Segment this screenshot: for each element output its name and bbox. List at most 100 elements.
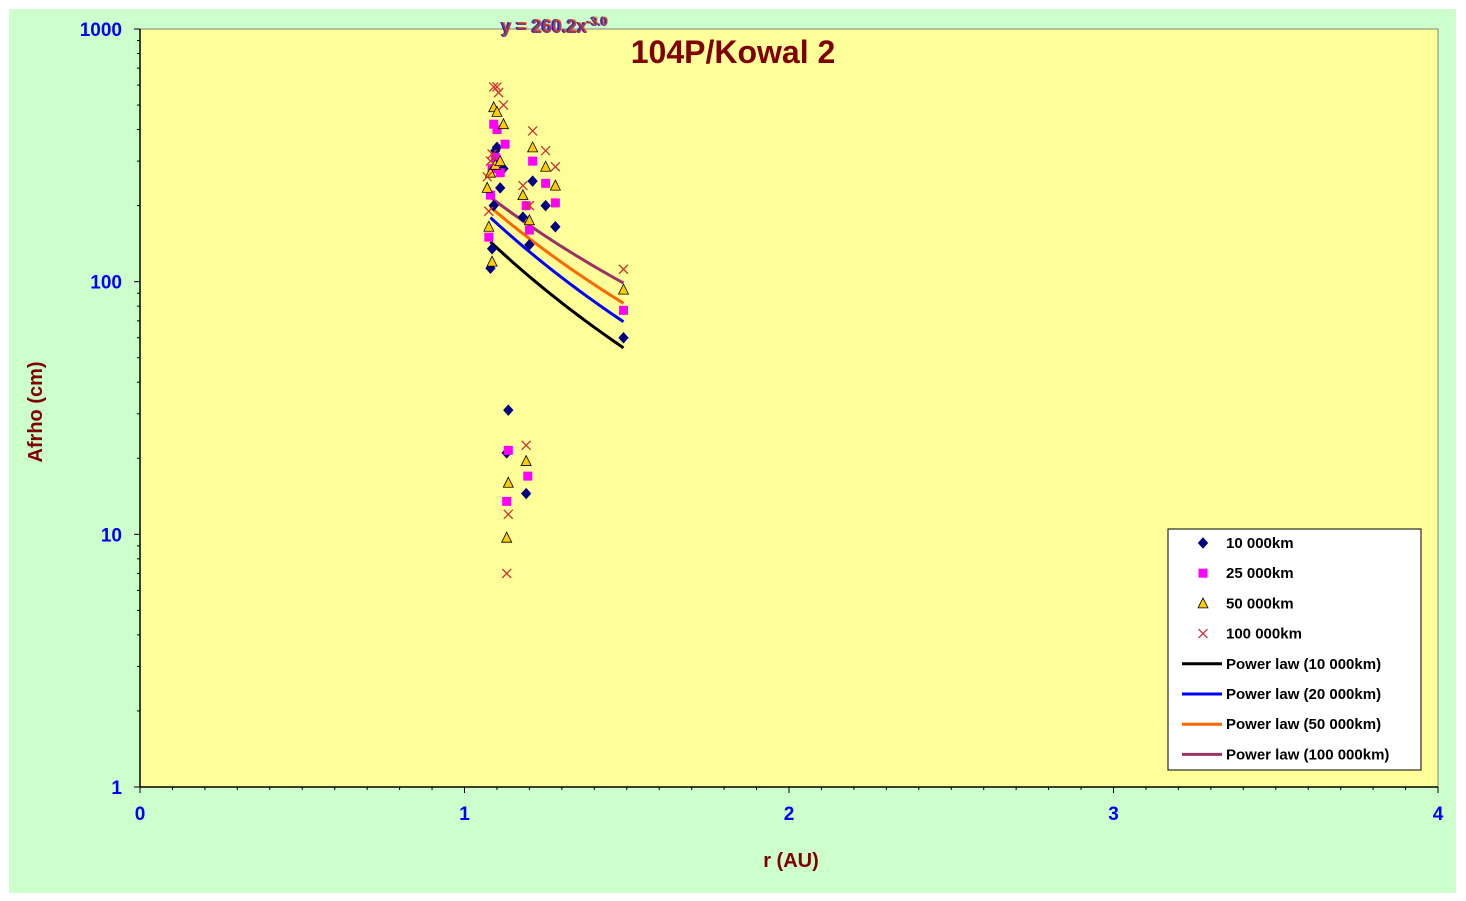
data-point-series-3 — [481, 181, 493, 193]
marker-stroke — [493, 87, 504, 98]
legend-label: 10 000km — [1226, 535, 1294, 552]
data-point-series-1 — [491, 141, 503, 154]
data-point-series-3 — [491, 105, 503, 117]
data-point-series-3 — [539, 160, 552, 172]
trendline-3 — [489, 206, 625, 305]
data-point-series-1 — [527, 175, 538, 187]
legend-label: 25 000km — [1226, 565, 1294, 582]
data-point-series-1 — [524, 238, 535, 251]
data-point-series-4 — [550, 161, 561, 172]
x-tick-label: 3 — [1108, 804, 1119, 825]
data-point-series-2 — [619, 305, 629, 315]
data-point-series-1 — [550, 220, 561, 233]
data-point-series-2 — [492, 125, 502, 135]
data-point-series-1 — [495, 182, 506, 194]
trendline-equations: y = 260.2x-3.0y = 260.2x-3.0y = 260.2x-3… — [500, 14, 609, 37]
data-point-series-2 — [524, 225, 534, 235]
data-point-series-4 — [487, 149, 498, 159]
marker-stroke — [483, 206, 494, 217]
data-point-series-4 — [527, 125, 538, 136]
trendline-2 — [489, 216, 625, 324]
legend-marker — [1198, 628, 1208, 639]
y-tick-label: 1000 — [80, 20, 122, 41]
legend-label: Power law (10 000km) — [1226, 656, 1381, 673]
marker-stroke — [503, 509, 514, 520]
data-point-series-4 — [618, 264, 629, 275]
y-tick-label: 1 — [111, 778, 122, 799]
data-point-series-4 — [493, 87, 504, 98]
marker-stroke — [488, 81, 499, 92]
data-point-series-3 — [484, 166, 497, 178]
data-point-series-4 — [482, 171, 493, 182]
data-point-series-2 — [500, 139, 510, 149]
data-point-series-2 — [523, 471, 533, 481]
data-point-series-4 — [491, 81, 502, 92]
legend-label: Power law (50 000km) — [1226, 716, 1381, 733]
data-point-series-4 — [501, 568, 512, 579]
data-point-series-1 — [517, 211, 529, 223]
trendline-equation: y = 260.2x-3.0 — [502, 14, 609, 36]
y-tick-label: 100 — [90, 273, 122, 294]
legend-label: 100 000km — [1226, 626, 1302, 643]
chart-title: 104P/Kowal 2 — [631, 34, 836, 70]
data-point-series-4 — [540, 145, 551, 156]
legend-marker — [1198, 568, 1208, 578]
marker-stroke — [1198, 628, 1208, 639]
marker-stroke — [540, 145, 551, 156]
trendline-equation: y = 260.2x-3.0 — [500, 14, 607, 36]
trendlines — [489, 196, 625, 350]
legend-marker — [1197, 537, 1209, 549]
data-point-series-2 — [503, 445, 513, 455]
marker-stroke — [487, 149, 498, 159]
data-point-series-3 — [523, 213, 536, 226]
x-tick-label: 1 — [459, 804, 470, 825]
data-point-series-4 — [524, 200, 535, 211]
data-point-series-4 — [521, 440, 532, 451]
marker-stroke — [524, 200, 535, 211]
data-point-series-2 — [550, 198, 560, 208]
x-axis-title: r (AU) — [763, 850, 819, 872]
data-point-series-3 — [549, 179, 562, 191]
data-point-series-1 — [503, 404, 514, 416]
data-point-series-3 — [494, 154, 506, 167]
x-tick-label: 0 — [135, 804, 146, 825]
data-point-series-3 — [502, 476, 514, 488]
y-axis-title: Afrho (cm) — [25, 361, 47, 462]
data-point-series-3 — [497, 117, 510, 130]
data-point-series-4 — [498, 100, 509, 111]
x-tick-label: 2 — [784, 804, 795, 825]
data-point-series-3 — [520, 454, 532, 466]
legend-box — [1167, 528, 1422, 771]
marker-stroke — [498, 100, 509, 111]
data-point-series-3 — [517, 188, 529, 201]
legend-label: Power law (20 000km) — [1226, 686, 1381, 703]
data-point-series-4 — [503, 509, 514, 520]
data-point-series-3 — [617, 283, 630, 295]
data-point-series-2 — [484, 232, 494, 242]
marker-stroke — [482, 171, 493, 182]
marker-stroke — [521, 440, 532, 451]
trendline-4 — [489, 196, 625, 285]
marker-stroke — [501, 568, 512, 579]
marker-stroke — [491, 81, 502, 92]
data-point-series-3 — [483, 220, 495, 232]
data-point-series-1 — [486, 242, 498, 255]
legend-marker — [1197, 597, 1209, 609]
data-point-series-3 — [526, 140, 539, 153]
legend-label: Power law (100 000km) — [1226, 746, 1389, 763]
data-point-series-1 — [618, 331, 629, 344]
data-point-series-1 — [540, 199, 551, 212]
marker-stroke — [618, 264, 629, 275]
data-point-series-2 — [541, 178, 551, 188]
trendline-1 — [489, 240, 625, 350]
data-point-series-3 — [486, 255, 498, 267]
data-point-series-2 — [502, 496, 512, 506]
data-point-series-2 — [495, 168, 505, 178]
data-point-series-1 — [520, 487, 532, 500]
data-point-series-4 — [517, 180, 528, 191]
legend: 10 000km 25 000km 50 000km 100 000km Power l… — [1167, 528, 1422, 771]
trendline-equation: y = 260.2x-3.0 — [501, 15, 608, 37]
x-tick-label: 4 — [1433, 804, 1444, 825]
data-point-series-2 — [528, 156, 538, 166]
